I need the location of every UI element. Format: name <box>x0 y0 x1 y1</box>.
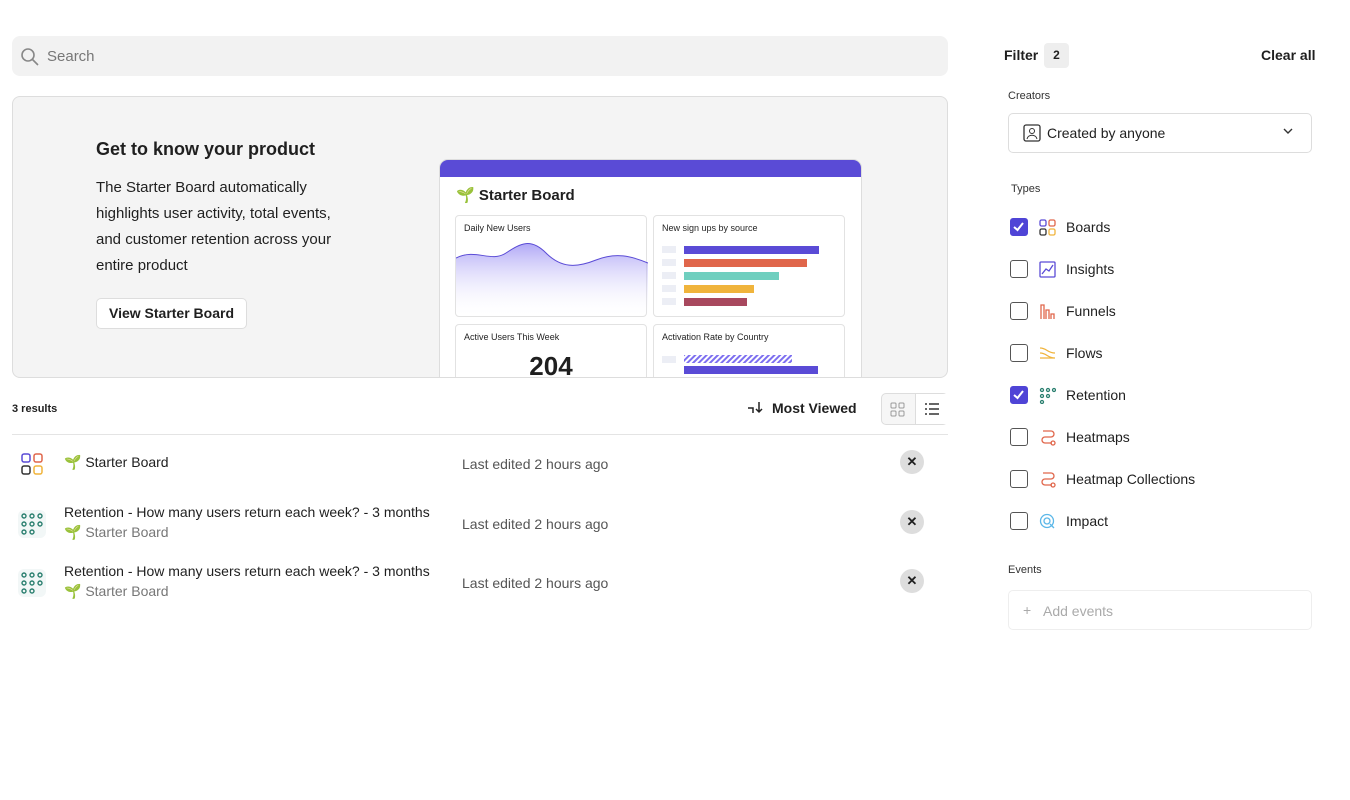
checkbox[interactable] <box>1010 302 1028 320</box>
preview: 🌱 Starter Board Daily New Users New sign… <box>440 160 861 378</box>
preview-title-text: Starter Board <box>478 187 575 204</box>
person-icon <box>1023 124 1041 142</box>
add-events[interactable]: + Add events <box>1008 590 1312 630</box>
type-label: Insights <box>1066 261 1115 277</box>
sort-button[interactable]: Most Viewed <box>746 400 857 416</box>
result-board-text: Starter Board <box>85 583 169 599</box>
preview-card: Daily New Users <box>455 215 648 318</box>
types-label: Types <box>1011 183 1041 195</box>
checkbox[interactable] <box>1010 386 1028 404</box>
events-label: Events <box>1008 564 1042 576</box>
search-icon <box>21 48 39 66</box>
type-icon <box>1039 219 1056 236</box>
result-board-text: Starter Board <box>85 524 169 540</box>
preview-title: 🌱 Starter Board <box>456 187 575 204</box>
card-title: Daily New Users <box>464 223 531 233</box>
promo-card: Get to know your product The Starter Boa… <box>12 96 948 378</box>
result-icon <box>18 450 46 478</box>
filter-title: Filter <box>1004 47 1039 63</box>
result-row[interactable]: Retention - How many users return each w… <box>12 555 948 611</box>
result-icon <box>18 510 46 538</box>
checkbox[interactable] <box>1010 470 1028 488</box>
grid-view[interactable] <box>890 402 906 418</box>
filter-count: 2 <box>1044 43 1069 68</box>
card-title: Activation Rate by Country <box>662 332 769 342</box>
check <box>1013 222 1024 232</box>
type-icon <box>1040 304 1055 319</box>
type-label: Retention <box>1066 387 1126 403</box>
creator-dropdown[interactable]: Created by anyone <box>1008 113 1312 153</box>
preview-card: Activation Rate by Country <box>653 324 845 377</box>
type-icon <box>1041 472 1056 488</box>
checkbox[interactable] <box>1010 512 1028 530</box>
type-label: Flows <box>1066 345 1103 361</box>
result-title: Retention - How many users return each w… <box>64 563 430 579</box>
card-title: New sign ups by source <box>662 223 758 233</box>
type-label: Heatmap Collections <box>1066 471 1196 487</box>
retention-icon <box>21 513 43 535</box>
creator-value: Created by anyone <box>1047 125 1166 141</box>
preview-card: Active Users This Week 204 <box>455 324 647 378</box>
list-view[interactable] <box>915 394 948 424</box>
avatar: ✕ <box>900 569 924 593</box>
avatar: ✕ <box>900 450 924 474</box>
result-title: Retention - How many users return each w… <box>64 504 430 520</box>
board-icon <box>21 453 43 475</box>
metric: 204 <box>529 351 573 378</box>
type-label: Funnels <box>1066 303 1116 319</box>
check <box>1013 390 1024 400</box>
checkbox[interactable] <box>1010 428 1028 446</box>
card-title: Active Users This Week <box>464 332 560 342</box>
result-edited: Last edited 2 hours ago <box>462 575 609 591</box>
avatar: ✕ <box>900 510 924 534</box>
type-icon <box>1039 387 1056 404</box>
checkbox[interactable] <box>1010 260 1028 278</box>
sort-icon <box>748 402 763 414</box>
type-icon <box>1041 430 1056 446</box>
promo-title: Get to know your product <box>96 139 315 159</box>
type-icon <box>1039 513 1055 529</box>
retention-icon <box>21 572 43 594</box>
result-icon <box>18 569 46 597</box>
type-label: Impact <box>1066 513 1109 529</box>
result-row[interactable]: Retention - How many users return each w… <box>12 496 948 552</box>
result-board: 🌱 Starter Board <box>64 524 169 540</box>
view-toggle[interactable] <box>881 393 948 425</box>
checkbox[interactable] <box>1010 218 1028 236</box>
add-events-label: Add events <box>1043 603 1114 619</box>
result-title-text: Starter Board <box>85 454 169 470</box>
result-count: 3 results <box>12 403 58 415</box>
result-board: 🌱 Starter Board <box>64 583 169 599</box>
type-label: Boards <box>1066 219 1111 235</box>
preview-card: New sign ups by source <box>653 215 845 317</box>
checkbox[interactable] <box>1010 344 1028 362</box>
result-title: 🌱 Starter Board <box>64 454 169 470</box>
result-edited: Last edited 2 hours ago <box>462 516 609 532</box>
search-bar[interactable]: Search <box>12 36 948 76</box>
list-icon <box>925 403 939 415</box>
promo-body: The Starter Board automatically highligh… <box>96 179 332 274</box>
result-title-text: Retention - How many users return each w… <box>64 504 430 520</box>
result-title-text: Retention - How many users return each w… <box>64 563 430 579</box>
search-placeholder: Search <box>47 48 95 65</box>
result-edited: Last edited 2 hours ago <box>462 456 609 472</box>
bar-chart <box>662 355 818 374</box>
clear-all[interactable]: Clear all <box>1261 47 1316 63</box>
view-button[interactable]: View Starter Board <box>96 298 248 329</box>
type-label: Heatmaps <box>1066 429 1130 445</box>
bar-chart <box>662 246 819 306</box>
creators-label: Creators <box>1008 90 1051 102</box>
sort-label: Most Viewed <box>772 400 857 416</box>
type-icon <box>1039 261 1056 278</box>
area-chart <box>456 243 648 318</box>
type-icon <box>1039 347 1056 359</box>
chevron <box>1283 128 1293 134</box>
divider <box>12 434 948 435</box>
result-row[interactable]: 🌱 Starter Board Last edited 2 hours ago … <box>12 436 948 492</box>
